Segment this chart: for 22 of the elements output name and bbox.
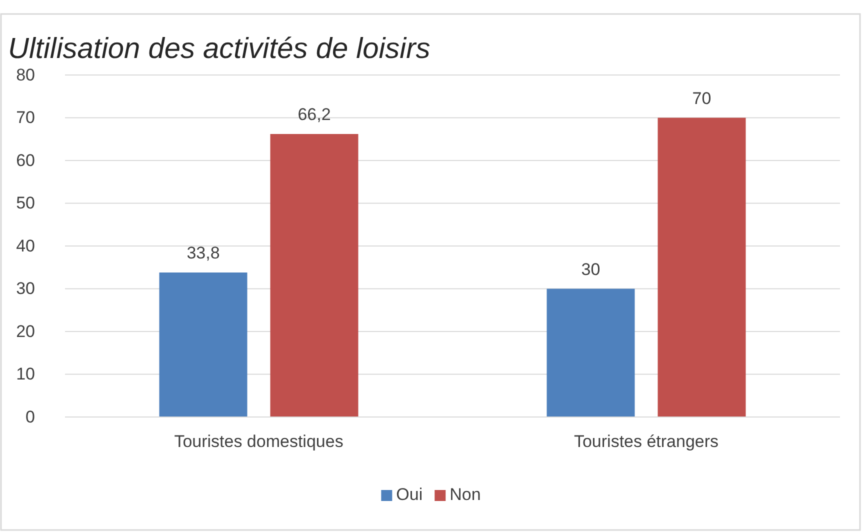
y-tick-label: 70 (16, 108, 35, 128)
y-tick-label: 10 (16, 364, 35, 384)
bar (159, 272, 248, 417)
bar (658, 118, 746, 417)
data-label: 66,2 (298, 104, 331, 124)
data-label: 30 (581, 260, 600, 279)
y-tick-label: 20 (16, 322, 35, 341)
y-tick-label: 80 (16, 65, 35, 84)
x-tick-label: Touristes étrangers (574, 432, 719, 452)
x-tick-label: Touristes domestiques (174, 432, 344, 452)
y-tick-label: 40 (16, 236, 35, 256)
y-tick-label: 30 (16, 279, 35, 298)
legend-label: Non (450, 485, 481, 504)
legend-label: Oui (396, 485, 423, 504)
y-tick-label: 50 (16, 194, 35, 213)
chart-title: Ultilisation des activités de loisirs (8, 33, 430, 65)
bar (270, 134, 358, 417)
data-label: 70 (692, 88, 712, 108)
y-tick-label: 60 (16, 150, 35, 170)
bar (546, 288, 635, 417)
y-tick-label: 0 (26, 407, 35, 426)
data-label: 33,8 (186, 244, 220, 263)
